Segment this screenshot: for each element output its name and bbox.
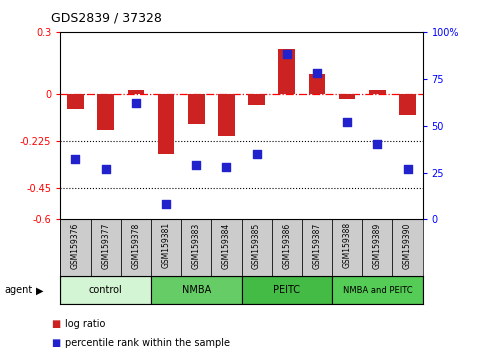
Point [313,70,321,76]
Text: GSM159386: GSM159386 [282,222,291,269]
Text: NMBA: NMBA [182,285,211,295]
Bar [399,95,416,115]
Text: percentile rank within the sample: percentile rank within the sample [65,338,230,348]
Text: log ratio: log ratio [65,319,106,329]
Bar [242,219,271,276]
Point [102,166,110,172]
Text: GSM159381: GSM159381 [161,222,170,268]
Text: GSM159377: GSM159377 [101,222,110,269]
Bar [98,95,114,130]
Bar [151,276,242,304]
Bar [302,219,332,276]
Text: ▶: ▶ [36,285,44,295]
Text: agent: agent [5,285,33,295]
Text: NMBA and PEITC: NMBA and PEITC [342,286,412,295]
Bar [218,95,235,136]
Text: GSM159390: GSM159390 [403,222,412,269]
Point [373,142,381,147]
Bar [242,276,332,304]
Bar [60,276,151,304]
Text: GSM159387: GSM159387 [313,222,322,269]
Bar [362,219,393,276]
Bar [212,219,242,276]
Point [223,164,230,170]
Point [253,151,260,156]
Bar [121,219,151,276]
Text: GSM159384: GSM159384 [222,222,231,269]
Text: PEITC: PEITC [273,285,300,295]
Point [283,52,291,57]
Point [71,156,79,162]
Bar [279,48,295,95]
Bar [271,219,302,276]
Point [192,162,200,168]
Bar [181,219,212,276]
Bar [332,276,423,304]
Text: GDS2839 / 37328: GDS2839 / 37328 [51,12,162,25]
Bar [91,219,121,276]
Bar [188,95,204,124]
Text: GSM159385: GSM159385 [252,222,261,269]
Text: ■: ■ [51,338,60,348]
Bar [369,90,385,95]
Bar [393,219,423,276]
Point [132,100,140,106]
Text: GSM159378: GSM159378 [131,222,141,269]
Bar [151,219,181,276]
Bar [309,74,325,95]
Bar [158,95,174,154]
Bar [332,219,362,276]
Bar [248,95,265,105]
Text: GSM159388: GSM159388 [342,222,352,268]
Text: GSM159383: GSM159383 [192,222,201,269]
Text: control: control [89,285,123,295]
Point [343,119,351,125]
Text: GSM159376: GSM159376 [71,222,80,269]
Text: GSM159389: GSM159389 [373,222,382,269]
Point [404,166,412,172]
Bar [128,90,144,95]
Text: ■: ■ [51,319,60,329]
Point [162,202,170,207]
Bar [67,95,84,109]
Bar [339,95,355,98]
Bar [60,219,91,276]
